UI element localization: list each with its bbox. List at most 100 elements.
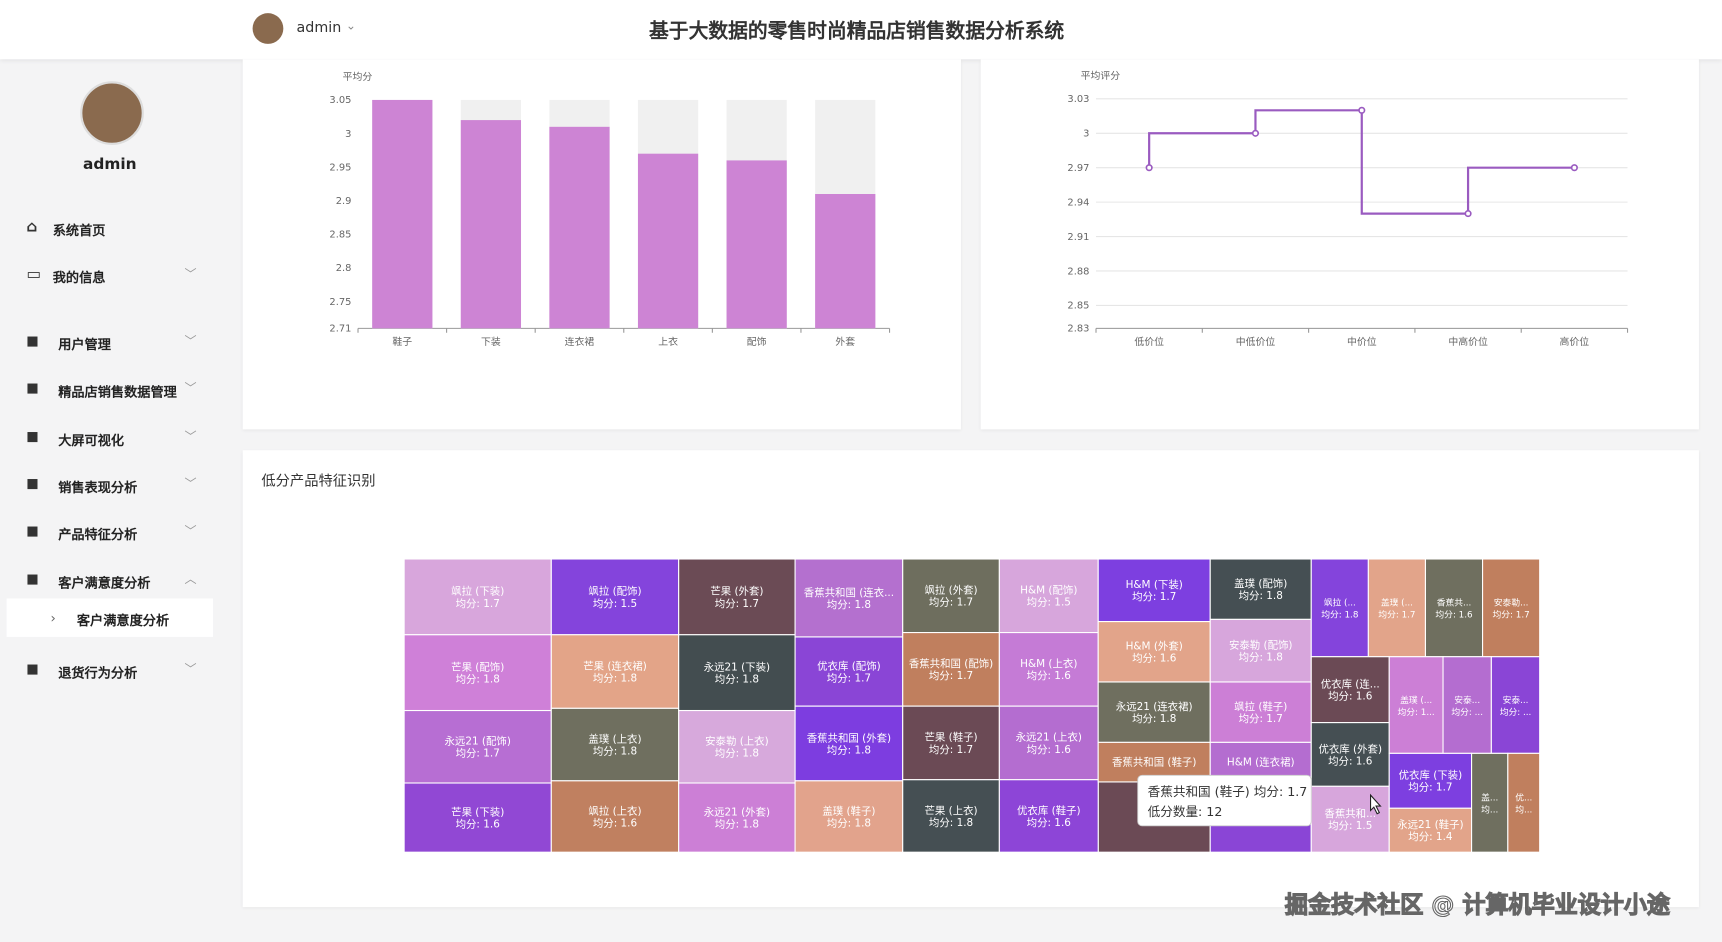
point bbox=[1358, 106, 1366, 114]
bar bbox=[726, 160, 787, 329]
x-tick-label: 中低价位 bbox=[1236, 335, 1276, 348]
tooltip-line: 低分数量: 12 bbox=[1148, 804, 1223, 819]
treemap-cell bbox=[794, 558, 904, 638]
x-tick-label: 中高价位 bbox=[1448, 335, 1488, 348]
menu-item[interactable]: 退货行为分析 bbox=[58, 665, 138, 681]
cell-score: 均分: 1.7 bbox=[1239, 713, 1283, 725]
cell-name: 飒拉 (配饰) bbox=[588, 585, 641, 598]
y-tick-label: 3.03 bbox=[1067, 94, 1089, 105]
cell-score: 均分: 1.8 bbox=[593, 672, 637, 684]
cell-name: 永远21 (上衣) bbox=[1016, 731, 1082, 744]
bar bbox=[372, 99, 433, 329]
cell-name: 盖璞 (... bbox=[1381, 597, 1413, 609]
cell-score: 均分: 1.7 bbox=[929, 744, 973, 756]
cell-score: 均分: 1.8 bbox=[827, 744, 871, 756]
cell-name: 飒拉 (下装) bbox=[451, 585, 504, 598]
cell-score: 均分: 1.7 bbox=[715, 598, 759, 610]
line-card bbox=[980, 59, 1699, 430]
menu-icon: ■ bbox=[26, 571, 39, 587]
y-tick-label: 3 bbox=[345, 129, 351, 140]
system-title: 基于大数据的零售时尚精品店销售数据分析系统 bbox=[649, 19, 1065, 43]
user-name[interactable]: admin bbox=[296, 19, 342, 37]
y-tick-label: 2.94 bbox=[1067, 197, 1089, 208]
y-tick-label: 3.05 bbox=[329, 95, 351, 106]
menu-item[interactable]: 销售表现分析 bbox=[58, 479, 138, 496]
y-tick-label: 2.85 bbox=[329, 230, 351, 241]
y-axis-label: 平均分 bbox=[343, 71, 373, 83]
treemap-cell bbox=[1388, 752, 1473, 809]
tooltip-line: 香蕉共和国 (鞋子) 均分: 1.7 bbox=[1148, 784, 1308, 799]
menu-item[interactable]: 我的信息 bbox=[52, 270, 106, 286]
menu-item[interactable]: 大屏可视化 bbox=[58, 432, 125, 449]
menu-icon: ■ bbox=[26, 379, 39, 396]
cell-score: 均分: ... bbox=[1451, 706, 1483, 718]
menu-item[interactable]: 客户满意度分析 bbox=[58, 575, 151, 591]
treemap-cell bbox=[1367, 558, 1427, 658]
cell-score: 均分: 1.8 bbox=[715, 748, 759, 760]
treemap-cell bbox=[1310, 656, 1390, 724]
watermark: 掘金技术社区 @ 计算机毕业设计小途 bbox=[1284, 891, 1670, 919]
cell-score: 均分: ... bbox=[1500, 706, 1532, 718]
cell-score: 均分: 1.6 bbox=[456, 818, 500, 830]
y-tick-label: 2.83 bbox=[1067, 324, 1089, 335]
cell-name: 优衣库 (配饰) bbox=[817, 659, 881, 672]
cell-score: 均分: 1.8 bbox=[827, 599, 871, 611]
cell-score: 均分: 1.6 bbox=[1027, 670, 1071, 682]
treemap-cell bbox=[794, 705, 904, 782]
cell-name: 永远21 (连衣裙) bbox=[1116, 700, 1193, 713]
submenu-item[interactable]: 客户满意度分析 bbox=[76, 612, 170, 629]
cell-name: 优衣库 (鞋子) bbox=[1017, 804, 1081, 817]
cell-name: H&M (配饰) bbox=[1020, 584, 1077, 597]
user-avatar[interactable] bbox=[252, 13, 284, 44]
sidebar-avatar bbox=[80, 81, 144, 145]
menu-item[interactable]: 产品特征分析 bbox=[58, 527, 138, 543]
cell-score: 均分: 1.6 bbox=[1132, 653, 1176, 665]
cell-score: 均分: 1.8 bbox=[1321, 609, 1358, 621]
treemap-cell bbox=[678, 709, 796, 784]
cell-name: 芒果 (下装) bbox=[451, 805, 504, 818]
menu-item[interactable]: 用户管理 bbox=[58, 337, 111, 353]
treemap-cell bbox=[1310, 558, 1369, 658]
cell-score: 均分: 1.7 bbox=[1493, 609, 1530, 621]
cell-name: 永远21 (下装) bbox=[704, 660, 770, 673]
point bbox=[1145, 164, 1153, 172]
cell-name: 盖璞 (上衣) bbox=[588, 732, 641, 745]
cell-score: 均分: 1.7 bbox=[929, 597, 973, 609]
menu-item[interactable]: 系统首页 bbox=[52, 222, 106, 239]
treemap-cell bbox=[1482, 558, 1541, 658]
y-tick-label: 2.88 bbox=[1067, 266, 1089, 277]
treemap-cell bbox=[902, 632, 1000, 707]
sidebar: admin ⌂ 系统首页 ▭ 我的信息 ﹀ ■ 用户管理 ﹀ ■ 精品店销售数据管理 ﹀ ■ 大屏可视化… bbox=[0, 59, 225, 942]
cell-name: 安泰勒 (配饰) bbox=[1229, 638, 1293, 651]
x-tick-label: 下装 bbox=[481, 335, 501, 348]
treemap-cell bbox=[998, 705, 1099, 781]
cell-name: 安泰... bbox=[1503, 694, 1529, 706]
cell-name: H&M (外套) bbox=[1126, 640, 1183, 653]
menu-item[interactable]: 精品店销售数据管理 bbox=[58, 384, 177, 400]
y-tick-label: 2.95 bbox=[329, 162, 351, 173]
bar bbox=[815, 193, 876, 329]
treemap-cell bbox=[902, 779, 1000, 853]
cell-name: H&M (上衣) bbox=[1020, 657, 1077, 670]
treemap-cell bbox=[678, 634, 796, 712]
cell-score: 均分: 1.7 bbox=[1408, 782, 1452, 794]
dropdown-arrow[interactable]: ⌄ bbox=[345, 18, 357, 33]
treemap-cell bbox=[1209, 681, 1312, 743]
cell-score: 均... bbox=[1515, 804, 1532, 816]
y-tick-label: 2.9 bbox=[336, 196, 352, 207]
menu-arrow: ﹀ bbox=[184, 523, 197, 539]
cell-name: H&M (连衣裙) bbox=[1227, 755, 1295, 768]
x-tick-label: 配饰 bbox=[747, 335, 767, 348]
point bbox=[1570, 164, 1578, 172]
x-tick-label: 鞋子 bbox=[392, 335, 412, 348]
cell-name: 永远21 (外套) bbox=[704, 805, 770, 818]
treemap-cell bbox=[403, 558, 552, 636]
cell-name: 安泰勒 (上衣) bbox=[705, 735, 769, 748]
y-tick-label: 2.97 bbox=[1067, 163, 1089, 174]
y-tick-label: 3 bbox=[1083, 129, 1089, 140]
treemap-cell bbox=[1209, 618, 1312, 683]
header: admin ⌄ 基于大数据的零售时尚精品店销售数据分析系统 bbox=[0, 0, 1722, 60]
x-tick-label: 外套 bbox=[835, 335, 855, 348]
